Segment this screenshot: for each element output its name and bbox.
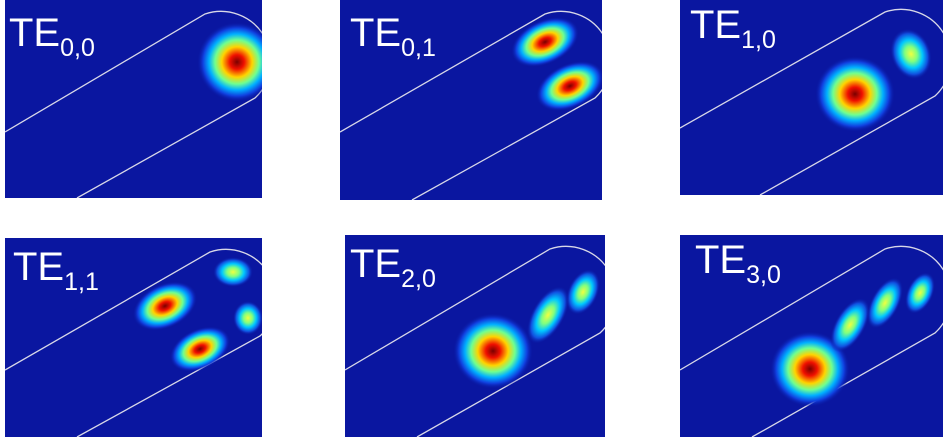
page: TE0,0 TE0,1 TE1,0 TE1,1 TE2,0	[0, 0, 951, 439]
label-base: TE	[350, 242, 401, 286]
mode-lobe	[213, 257, 253, 287]
panel: TE0,1	[340, 0, 612, 200]
panel: TE2,0	[345, 235, 616, 437]
label-base: TE	[350, 11, 401, 55]
panel: TE3,0	[680, 235, 951, 437]
label-sub: 3,0	[746, 261, 781, 289]
label-sub: 1,1	[64, 268, 99, 296]
label-base: TE	[13, 245, 64, 289]
label-sub: 0,0	[60, 34, 95, 62]
mode-lobe	[197, 22, 277, 102]
mode-lobe	[233, 301, 263, 335]
panel: TE1,1	[5, 238, 276, 437]
mode-lobe	[453, 313, 533, 389]
label-base: TE	[695, 238, 746, 282]
panel: TE1,0	[680, 0, 951, 195]
panel: TE0,0	[5, 0, 277, 198]
label-sub: 1,0	[741, 26, 776, 54]
mode-lobe	[815, 56, 895, 132]
label-sub: 2,0	[401, 265, 436, 293]
label-sub: 0,1	[401, 34, 436, 62]
figure: TE0,0 TE0,1 TE1,0 TE1,1 TE2,0	[0, 0, 951, 439]
label-base: TE	[9, 11, 60, 55]
label-base: TE	[690, 3, 741, 47]
